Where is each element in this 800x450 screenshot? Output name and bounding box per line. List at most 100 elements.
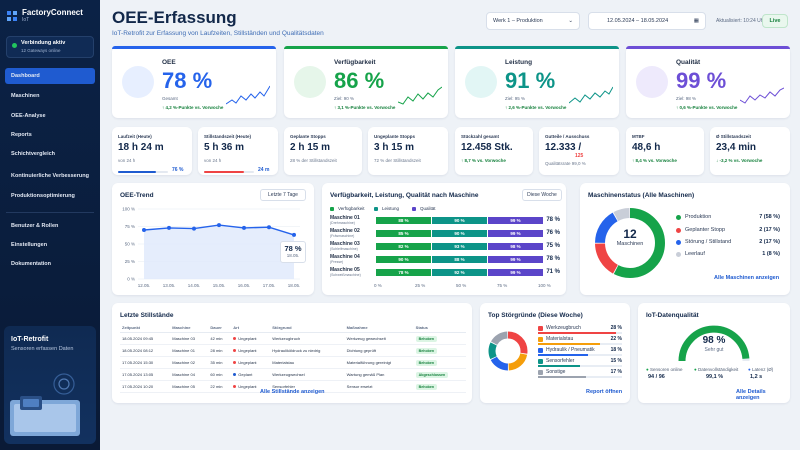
metric-label: Ø Stillstandszeit	[716, 134, 752, 139]
table-row[interactable]: 17.05.2024 15:30 Maschine 02 35 min Ungepla…	[120, 356, 466, 369]
machine-row[interactable]: Maschine 04 (Presse) 90 % 88 % 99 % 78 %	[330, 254, 560, 266]
metric-label: Ungeplante Stopps	[374, 134, 416, 139]
kpi-leistung[interactable]: Leistung 91 % Ziel: 95 % ↑ 2,6 %-Punkte …	[455, 46, 619, 118]
trend-point[interactable]	[192, 226, 196, 231]
connection-status: Verbindung aktiv 12 Gateways online	[6, 36, 94, 58]
quality-details-link[interactable]: Alle Details anzeigen	[736, 389, 766, 401]
nav-label: Dokumentation	[11, 261, 52, 267]
metric-stillstandszeit[interactable]: Stillstandszeit (Heute) 5 h 36 m von 24 …	[198, 127, 278, 175]
nav-dokumentation[interactable]: Dokumentation	[5, 256, 95, 272]
all-stops-link[interactable]: Alle Stillstände anzeigen	[260, 389, 325, 395]
trend-point[interactable]	[167, 225, 171, 230]
x-tick-label: 15.05.	[213, 283, 226, 288]
trend-point[interactable]	[217, 223, 221, 228]
progress-bar	[118, 171, 168, 173]
machine-row[interactable]: Maschine 02 (Fräsmaschine) 85 % 90 % 99 % 76 …	[330, 228, 560, 240]
nav-kvp[interactable]: Kontinuierliche Verbesserung	[5, 166, 95, 186]
status-donut-chart	[595, 208, 665, 278]
table-row[interactable]: 17.05.2024 13:05 Maschine 04 60 min Geplant…	[120, 368, 466, 381]
kpi-gauge	[636, 66, 668, 98]
quality-completeness-label: ● Datenvollständigkeit	[694, 367, 739, 372]
nav-label: Reports	[11, 132, 32, 138]
metric-ungeplante-stopps[interactable]: Ungeplante Stopps 3 h 15 m 72 % der Stil…	[368, 127, 448, 175]
machine-type: (Drehmaschine)	[330, 221, 355, 225]
metric-value: 18 h 24 m	[118, 142, 164, 153]
reason-row: Werkzeugbruch 28 %	[538, 325, 622, 334]
ausschuss-value: 125	[575, 153, 584, 159]
nav-divider	[6, 212, 94, 213]
metric-trend: ↓ -3,2 % vs. Vorwoche	[716, 158, 763, 163]
progress-fill	[118, 171, 156, 173]
kpi-verfuegbarkeit[interactable]: Verfügbarkeit 86 % Ziel: 90 % ↑ 3,1 %-Pu…	[284, 46, 448, 118]
quality-sensors-value: 94 / 96	[648, 374, 665, 380]
progress-fill	[204, 171, 244, 173]
table-row[interactable]: 18.05.2024 09:45 Maschine 03 42 min Ungepla…	[120, 332, 466, 345]
metric-laufzeit[interactable]: Laufzeit (Heute) 18 h 24 m von 24 h 76 %	[112, 127, 192, 175]
machine-oee: 78 %	[546, 217, 560, 223]
kpi-accent	[455, 46, 619, 49]
all-machines-link[interactable]: Alle Maschinen anzeigen	[714, 275, 780, 281]
y-tick-label: 75 %	[125, 224, 135, 229]
trend-point[interactable]	[242, 225, 246, 230]
metric-sub: von 24 h	[118, 158, 136, 163]
quality-latency-label: ● Latenz (Ø)	[748, 367, 774, 372]
nav-oee-analyse[interactable]: OEE-Analyse	[5, 108, 95, 124]
kpi-gauge	[465, 66, 497, 98]
bar-segment: 90 %	[376, 256, 431, 263]
nav-reports[interactable]: Reports	[5, 127, 95, 143]
range-button[interactable]: Diese Woche	[522, 189, 562, 201]
metric-value: 3 h 15 m	[374, 142, 415, 153]
x-axis-label: 0 %	[374, 283, 382, 288]
x-axis-label: 50 %	[456, 283, 467, 288]
nav-produktionsoptimierung[interactable]: Produktionsoptimierung	[5, 188, 95, 204]
date-range-picker[interactable]: 12.05.2024 – 18.05.2024 ▦	[588, 12, 706, 30]
metric-sub: 72 % der Stillstandszeit	[374, 158, 421, 163]
trend-point[interactable]	[142, 228, 146, 232]
connection-detail: 12 Gateways online	[21, 48, 61, 53]
card-title: Verfügbarkeit, Leistung, Qualität nach M…	[330, 192, 479, 199]
kpi-label: OEE	[162, 59, 176, 66]
report-link[interactable]: Report öffnen	[586, 389, 623, 395]
bar-segment: 92 %	[432, 269, 487, 276]
bar-segment: 82 %	[376, 243, 431, 250]
kpi-oee[interactable]: OEE 78 % Gesamt ↑ 4,2 %-Punkte vs. Vorwo…	[112, 46, 276, 118]
kpi-trend: ↑ 4,2 %-Punkte vs. Vorwoche	[162, 105, 224, 110]
legend-verfuegbarkeit: Verfügbarkeit	[330, 206, 365, 211]
plant-select[interactable]: Werk 1 – Produktion ⌄	[486, 12, 580, 30]
live-badge: Live	[762, 14, 788, 28]
table-row[interactable]: 17.05.2024 10:20 Maschine 05 22 min Ungepla…	[120, 380, 466, 393]
metric-gutteile[interactable]: Gutteile / Ausschuss 12.333 / 125 Qualit…	[539, 127, 619, 175]
machine-row[interactable]: Maschine 01 (Drehmaschine) 88 % 90 % 99 % 78 …	[330, 215, 560, 227]
range-button[interactable]: Letzte 7 Tage	[260, 189, 306, 201]
trend-point[interactable]	[267, 225, 271, 230]
machine-row[interactable]: Maschine 03 (Schleifmaschine) 82 % 93 % 98 %…	[330, 241, 560, 253]
status-produktion: Produktion	[676, 214, 711, 220]
machine-oee: 76 %	[546, 230, 560, 236]
donut-segment[interactable]	[488, 331, 528, 371]
nav-maschinen[interactable]: Maschinen	[5, 88, 95, 104]
metric-avg-stillstand[interactable]: Ø Stillstandszeit 23,4 min ↓ -3,2 % vs. …	[710, 127, 790, 175]
metric-geplante-stopps[interactable]: Geplante Stopps 2 h 15 m 28 % der Stills…	[284, 127, 362, 175]
kpi-qualitaet[interactable]: Qualität 99 % Ziel: 98 % ↑ 0,6 %-Punkte …	[626, 46, 790, 118]
trend-point[interactable]	[292, 232, 296, 237]
nav-label: Schichtvergleich	[11, 151, 56, 157]
donut-segment[interactable]	[595, 208, 665, 278]
oee-trend-chart: 100 % 75 % 50 % 25 % 0 %12.05. 13.05. 14.05. 15…	[122, 207, 300, 289]
app-subtitle: IoT	[22, 17, 30, 23]
nav-schichtvergleich[interactable]: Schichtvergleich	[5, 146, 95, 162]
nav-einstellungen[interactable]: Einstellungen	[5, 237, 95, 253]
status-dot-icon	[12, 43, 17, 48]
metric-mtbf[interactable]: MTBF 48,6 h ↑ 8,4 % vs. Vorwoche	[626, 127, 704, 175]
machine-row[interactable]: Maschine 05 (Schweißmaschine) 78 % 92 % 99 %…	[330, 267, 560, 279]
table-row[interactable]: 18.05.2024 08:12 Maschine 01 28 min Ungepla…	[120, 344, 466, 357]
brand: FactoryConnect IoT	[6, 8, 83, 23]
nav-dashboard[interactable]: Dashboard	[5, 68, 95, 84]
donut-segment[interactable]	[488, 331, 528, 371]
quality-value: 98 %	[702, 335, 726, 346]
progress-label: 76 %	[172, 167, 184, 173]
bar-segment: 88 %	[376, 217, 431, 224]
nav-benutzer[interactable]: Benutzer & Rollen	[5, 218, 95, 234]
status-stoerung-value: 2 (17 %)	[759, 239, 780, 245]
metric-stueckzahl[interactable]: Stückzahl gesamt 12.458 Stk. ↑ 8,7 % vs.…	[455, 127, 533, 175]
page-title: OEE-Erfassung	[112, 8, 237, 27]
